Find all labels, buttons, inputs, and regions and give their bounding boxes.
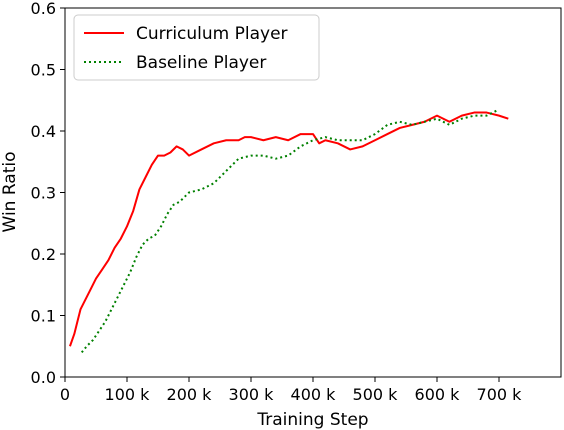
y-tick-label: 0.3 (31, 184, 56, 203)
legend-label-curriculum-player: Curriculum Player (136, 24, 288, 44)
legend: Curriculum Player Baseline Player (73, 14, 320, 81)
x-tick-label: 500 k (353, 385, 399, 404)
y-tick-label: 0.4 (31, 122, 56, 141)
x-tick-label: 300 k (229, 385, 275, 404)
y-tick-label: 0.6 (31, 0, 56, 18)
x-tick-label: 0 (60, 385, 70, 404)
x-axis-label: Training Step (256, 410, 368, 430)
x-tick-label: 700 k (477, 385, 523, 404)
x-axis: 0 100 k 200 k 300 k 400 k 500 k 600 k 700 k (60, 377, 522, 404)
y-axis-label: Win Ratio (0, 152, 20, 233)
y-tick-label: 0.1 (31, 307, 56, 326)
legend-label-baseline-player: Baseline Player (136, 53, 266, 73)
x-tick-label: 100 k (105, 385, 151, 404)
y-axis: 0.0 0.1 0.2 0.3 0.4 0.5 0.6 (31, 0, 65, 387)
legend-box (73, 14, 320, 81)
x-tick-label: 400 k (291, 385, 337, 404)
y-tick-label: 0.5 (31, 61, 56, 80)
series-layer (69, 108, 509, 354)
series-line-baseline-player (80, 108, 500, 354)
x-tick-label: 600 k (415, 385, 461, 404)
y-tick-label: 0.0 (31, 368, 56, 387)
x-tick-label: 200 k (167, 385, 213, 404)
y-tick-label: 0.2 (31, 245, 56, 264)
